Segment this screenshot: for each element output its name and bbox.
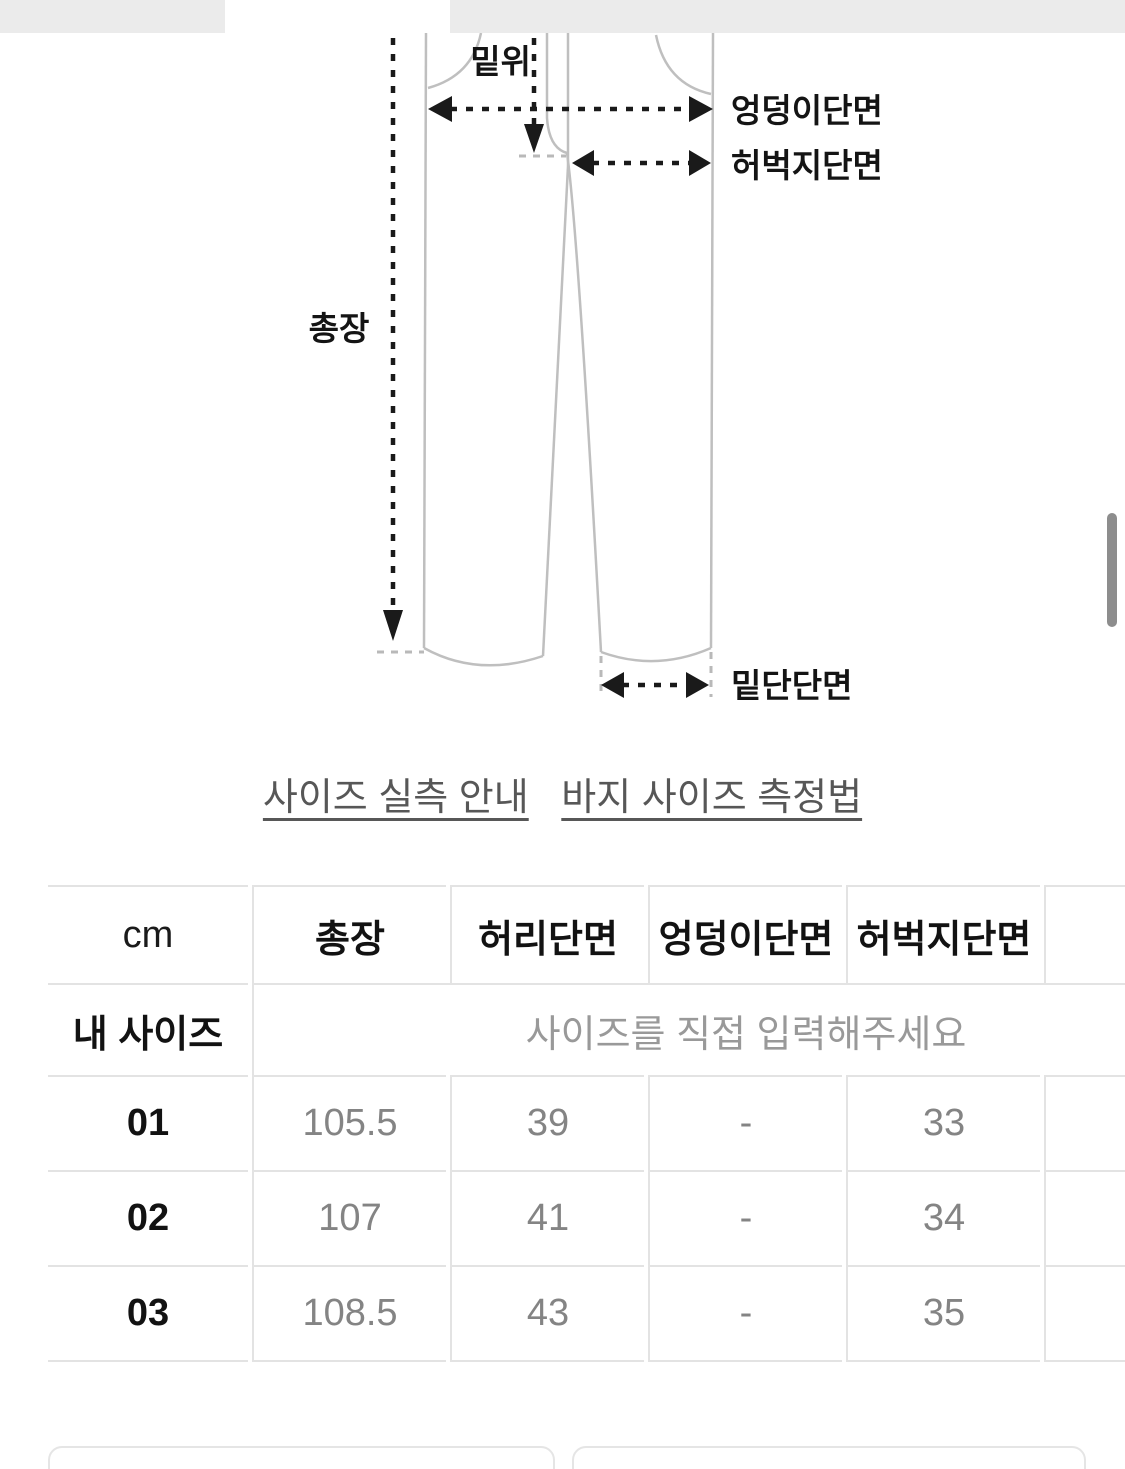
row-label: 03 <box>48 1265 248 1362</box>
size-links: 사이즈 실측 안내 바지 사이즈 측정법 <box>0 766 1125 821</box>
cell-waist: 43 <box>450 1265 644 1362</box>
label-rise: 밑위 <box>470 43 531 80</box>
table-row-01: 01 105.5 39 - 33 3 <box>48 1075 1125 1170</box>
size-table-wrap[interactable]: cm 총장 허리단면 엉덩이단면 허벅지단면 밑 내 사이즈 사이즈를 직접 입… <box>44 885 1125 1362</box>
label-thigh: 허벅지단면 <box>731 147 883 184</box>
table-row-02: 02 107 41 - 34 3 <box>48 1170 1125 1265</box>
label-hem: 밑단단면 <box>731 667 852 704</box>
header-waist: 허리단면 <box>450 885 644 983</box>
scrollbar-thumb[interactable] <box>1107 513 1117 627</box>
size-measure-guide-link[interactable]: 사이즈 실측 안내 <box>262 777 529 819</box>
cell-thigh: 35 <box>846 1265 1040 1362</box>
label-hip: 엉덩이단면 <box>731 92 883 129</box>
header-hem-cutoff: 밑 <box>1044 885 1125 983</box>
cell-waist: 41 <box>450 1170 644 1265</box>
cell-hem-cutoff: 3 <box>1044 1265 1125 1362</box>
cell-waist: 39 <box>450 1075 644 1170</box>
row-label: 02 <box>48 1170 248 1265</box>
row-label: 01 <box>48 1075 248 1170</box>
cell-total-length: 107 <box>252 1170 446 1265</box>
pants-outline <box>422 33 715 667</box>
my-size-label: 내 사이즈 <box>48 983 248 1075</box>
bottom-right-button[interactable] <box>572 1446 1086 1469</box>
cell-hip: - <box>648 1075 842 1170</box>
previous-table-cutoff-strip: 16 26 <box>0 0 1125 33</box>
cell-hip: - <box>648 1265 842 1362</box>
cell-hip: - <box>648 1170 842 1265</box>
size-table-header-row: cm 총장 허리단면 엉덩이단면 허벅지단면 밑 <box>48 885 1125 983</box>
size-table: cm 총장 허리단면 엉덩이단면 허벅지단면 밑 내 사이즈 사이즈를 직접 입… <box>44 885 1125 1362</box>
header-thigh: 허벅지단면 <box>846 885 1040 983</box>
pants-measurement-diagram: 밑위 엉덩이단면 허벅지단면 총장 밑단단면 <box>309 33 883 704</box>
bottom-left-button[interactable] <box>48 1446 555 1469</box>
my-size-row: 내 사이즈 사이즈를 직접 입력해주세요 <box>48 983 1125 1075</box>
table-row-03: 03 108.5 43 - 35 3 <box>48 1265 1125 1362</box>
strip-segment-right: 16 26 <box>450 0 1125 33</box>
cell-thigh: 34 <box>846 1170 1040 1265</box>
cell-hem-cutoff: 3 <box>1044 1075 1125 1170</box>
cell-total-length: 105.5 <box>252 1075 446 1170</box>
pants-measure-method-link[interactable]: 바지 사이즈 측정법 <box>561 777 863 819</box>
measure-arrowheads <box>383 96 713 698</box>
cell-hem-cutoff: 3 <box>1044 1170 1125 1265</box>
header-total-length: 총장 <box>252 885 446 983</box>
cell-thigh: 33 <box>846 1075 1040 1170</box>
label-length: 총장 <box>309 310 370 347</box>
my-size-input[interactable]: 사이즈를 직접 입력해주세요 <box>252 983 1125 1075</box>
cell-total-length: 108.5 <box>252 1265 446 1362</box>
guide-dashes <box>377 154 713 697</box>
strip-segment-left <box>0 0 225 33</box>
measure-lines <box>390 38 691 688</box>
header-unit: cm <box>48 885 248 983</box>
header-hip: 엉덩이단면 <box>648 885 842 983</box>
